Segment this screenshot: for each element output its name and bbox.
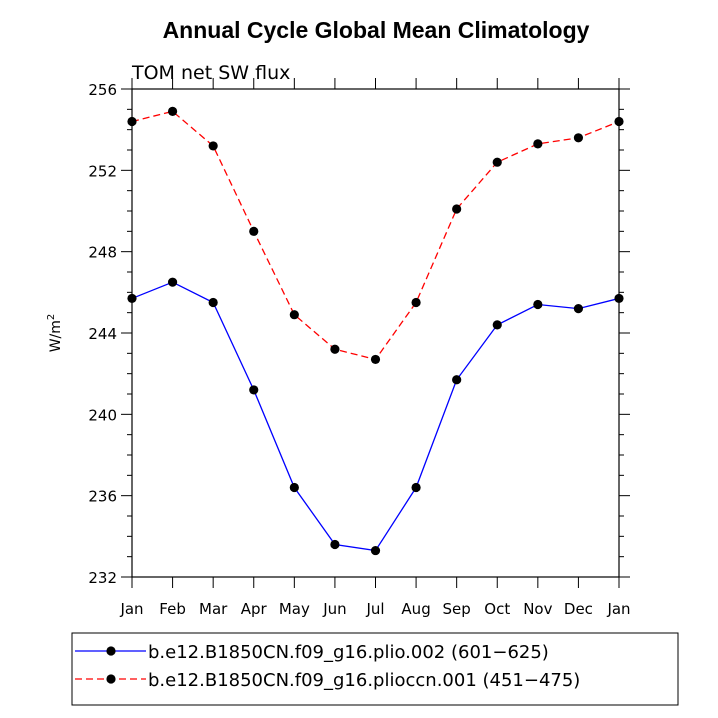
series-layer bbox=[127, 106, 624, 556]
data-point-series-1 bbox=[411, 482, 421, 493]
x-tick-label: Sep bbox=[443, 600, 471, 618]
data-point-series-2 bbox=[411, 297, 421, 308]
x-tick-label: Apr bbox=[241, 600, 268, 618]
x-tick-label: Feb bbox=[159, 600, 186, 618]
data-point-series-2 bbox=[249, 226, 259, 236]
x-tick-label: Jan bbox=[606, 600, 630, 618]
data-point-series-2 bbox=[370, 354, 381, 365]
plot-frame bbox=[131, 88, 620, 578]
data-point-series-1 bbox=[167, 277, 178, 287]
x-tick-label: Jan bbox=[119, 600, 143, 618]
data-point-series-2 bbox=[208, 141, 218, 151]
y-tick-label: 240 bbox=[88, 406, 117, 424]
legend-label-1: b.e12.B1850CN.f09_g16.plio.002 (601−625) bbox=[148, 642, 549, 663]
y-axis-label-exponent: 2 bbox=[46, 314, 57, 320]
y-axis-label-unit: W/m bbox=[48, 320, 64, 352]
data-point-series-1 bbox=[370, 545, 381, 556]
data-point-series-2 bbox=[289, 310, 299, 320]
y-axis: 232 236 240 244 248 252 256 bbox=[88, 81, 630, 587]
data-point-series-2 bbox=[614, 116, 624, 127]
data-point-series-1 bbox=[289, 482, 299, 493]
x-tick-label: Dec bbox=[564, 600, 593, 618]
data-point-series-2 bbox=[127, 116, 137, 127]
y-tick-label: 236 bbox=[88, 488, 117, 506]
data-point-series-1 bbox=[330, 539, 340, 550]
x-tick-label: Oct bbox=[484, 600, 510, 618]
y-tick-label: 244 bbox=[88, 325, 117, 343]
x-tick-label: Mar bbox=[199, 600, 228, 618]
data-point-series-1 bbox=[614, 293, 624, 304]
x-tick-label: May bbox=[279, 600, 310, 618]
data-point-series-1 bbox=[208, 297, 218, 308]
legend-items: b.e12.B1850CN.f09_g16.plio.002 (601−625)… bbox=[75, 642, 580, 691]
data-point-series-2 bbox=[330, 344, 340, 354]
y-axis-label: W/m2 bbox=[46, 314, 64, 353]
data-point-series-1 bbox=[492, 320, 502, 330]
x-axis: Jan Feb Mar Apr May Jun Jul Aug Sep Oct Nov Dec Jan bbox=[119, 78, 631, 618]
data-point-series-1 bbox=[249, 385, 259, 395]
data-point-series-1 bbox=[452, 375, 462, 385]
x-tick-label: Nov bbox=[523, 600, 552, 618]
legend-box bbox=[71, 632, 679, 706]
series-line-1 bbox=[131, 281, 620, 552]
data-point-series-2 bbox=[533, 139, 543, 149]
x-tick-label: Jul bbox=[365, 600, 384, 618]
legend: b.e12.B1850CN.f09_g16.plio.002 (601−625)… bbox=[71, 632, 679, 706]
data-point-series-1 bbox=[533, 299, 543, 310]
x-tick-label: Jun bbox=[322, 600, 346, 618]
data-point-series-2 bbox=[452, 204, 462, 214]
x-tick-label: Aug bbox=[401, 600, 430, 618]
series-line-2 bbox=[131, 110, 620, 361]
data-point-series-1 bbox=[573, 304, 584, 314]
y-tick-label: 232 bbox=[88, 569, 117, 587]
data-point-series-2 bbox=[573, 133, 584, 143]
data-point-series-2 bbox=[167, 106, 178, 116]
legend-marker-1 bbox=[106, 646, 116, 656]
chart-title: Annual Cycle Global Mean Climatology bbox=[163, 17, 590, 43]
legend-label-2: b.e12.B1850CN.f09_g16.plioccn.001 (451−4… bbox=[148, 670, 580, 691]
chart-subtitle: TOM net SW flux bbox=[131, 62, 290, 84]
data-point-series-2 bbox=[492, 157, 502, 167]
y-tick-label: 252 bbox=[88, 162, 117, 180]
legend-marker-2 bbox=[106, 674, 116, 684]
data-point-series-1 bbox=[127, 293, 137, 304]
y-tick-label: 256 bbox=[88, 81, 117, 99]
y-tick-label: 248 bbox=[88, 244, 117, 262]
